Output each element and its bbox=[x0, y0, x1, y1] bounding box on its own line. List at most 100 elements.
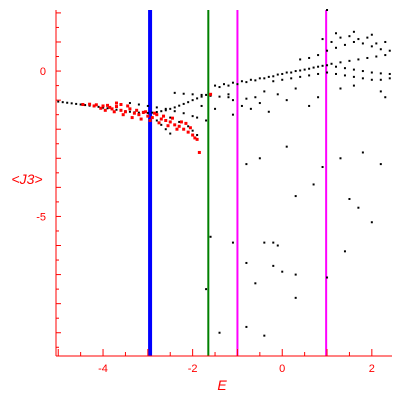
data-point bbox=[218, 331, 221, 334]
data-point bbox=[79, 103, 82, 106]
data-point bbox=[321, 166, 324, 169]
data-point bbox=[84, 104, 87, 107]
data-point bbox=[184, 121, 188, 125]
data-point bbox=[308, 104, 311, 107]
data-point bbox=[308, 56, 311, 59]
data-point bbox=[343, 250, 346, 253]
data-point bbox=[370, 45, 373, 48]
data-point bbox=[263, 90, 266, 93]
tick-labels: -4 -2 0 2 0 -5 bbox=[36, 66, 375, 375]
data-point bbox=[218, 86, 221, 89]
data-point bbox=[97, 105, 100, 108]
data-point bbox=[326, 49, 329, 52]
data-point bbox=[249, 107, 252, 110]
data-point bbox=[205, 288, 208, 291]
data-point bbox=[164, 107, 167, 110]
data-point bbox=[153, 111, 157, 115]
data-point bbox=[191, 99, 194, 102]
data-point bbox=[70, 102, 73, 105]
x-tick-label: -2 bbox=[188, 363, 198, 375]
data-point bbox=[236, 83, 239, 86]
data-point bbox=[379, 90, 382, 93]
data-point bbox=[326, 71, 329, 74]
data-point bbox=[245, 261, 248, 264]
data-point bbox=[182, 102, 185, 105]
data-point bbox=[245, 97, 248, 100]
data-point bbox=[245, 81, 248, 84]
data-point bbox=[179, 120, 183, 124]
data-point bbox=[267, 110, 270, 113]
y-tick-label: -5 bbox=[36, 211, 46, 223]
x-tick-label: -4 bbox=[98, 363, 108, 375]
data-point bbox=[357, 38, 360, 41]
data-point bbox=[379, 72, 382, 75]
data-point bbox=[209, 235, 212, 238]
data-point bbox=[335, 72, 337, 75]
data-point bbox=[126, 104, 130, 108]
axes bbox=[55, 10, 392, 357]
data-point bbox=[294, 296, 297, 299]
data-point bbox=[66, 101, 69, 104]
data-point bbox=[112, 110, 116, 114]
data-point bbox=[108, 105, 112, 109]
data-point bbox=[173, 91, 176, 94]
data-point bbox=[361, 70, 364, 73]
data-point bbox=[339, 61, 342, 64]
data-point bbox=[361, 42, 364, 45]
data-point bbox=[258, 77, 261, 80]
data-point bbox=[343, 67, 346, 70]
data-point bbox=[75, 102, 78, 105]
data-point bbox=[169, 116, 172, 119]
data-point bbox=[245, 163, 248, 166]
data-point bbox=[57, 100, 60, 103]
data-point bbox=[330, 62, 333, 65]
data-point bbox=[132, 111, 136, 115]
data-point bbox=[375, 42, 378, 45]
data-point bbox=[312, 66, 315, 69]
data-point bbox=[290, 77, 293, 80]
data-point bbox=[164, 128, 167, 131]
data-point bbox=[182, 112, 185, 115]
data-point bbox=[162, 114, 166, 118]
data-point bbox=[182, 127, 186, 131]
data-point bbox=[263, 241, 266, 244]
data-point bbox=[159, 117, 163, 121]
data-point bbox=[339, 157, 342, 160]
x-axis-title: E bbox=[217, 377, 227, 393]
data-point bbox=[231, 99, 234, 102]
data-point bbox=[303, 68, 306, 71]
data-point bbox=[102, 106, 105, 109]
data-point bbox=[106, 107, 109, 110]
data-point bbox=[294, 70, 297, 73]
data-point bbox=[227, 84, 230, 87]
data-point bbox=[366, 56, 369, 59]
x-tick-label: 2 bbox=[369, 363, 375, 375]
data-point bbox=[312, 183, 315, 186]
data-point bbox=[254, 96, 257, 99]
data-point bbox=[343, 43, 346, 46]
data-point bbox=[182, 92, 185, 95]
data-point bbox=[254, 282, 257, 285]
data-point bbox=[123, 110, 127, 114]
data-point bbox=[339, 87, 342, 90]
data-point bbox=[173, 106, 176, 109]
data-point bbox=[276, 93, 279, 96]
data-point bbox=[276, 244, 279, 247]
data-point bbox=[361, 151, 364, 154]
data-point bbox=[267, 75, 270, 78]
data-point bbox=[231, 81, 234, 84]
data-point bbox=[119, 102, 123, 106]
data-point bbox=[308, 74, 311, 77]
data-point bbox=[137, 103, 140, 106]
data-point bbox=[370, 78, 373, 81]
data-point bbox=[191, 115, 194, 118]
data-point bbox=[169, 107, 172, 110]
data-point bbox=[231, 241, 234, 244]
data-point bbox=[148, 118, 152, 122]
data-point bbox=[186, 130, 190, 134]
data-point bbox=[164, 109, 167, 112]
data-point bbox=[281, 270, 284, 273]
data-point bbox=[196, 97, 199, 100]
data-point bbox=[285, 145, 288, 148]
